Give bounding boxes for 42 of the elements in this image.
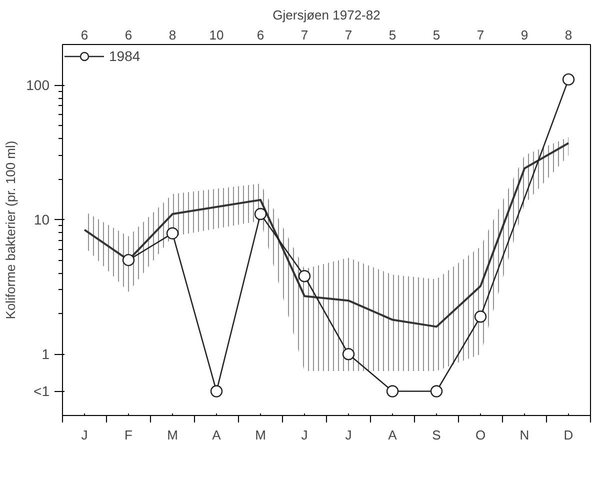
text: 6 [80, 28, 88, 42]
text: 9 [520, 28, 528, 42]
x-tick-label: D [564, 428, 574, 442]
x-tick-label: M [255, 428, 266, 442]
chart-title: Gjersjøen 1972-82 [272, 8, 380, 22]
legend-label: 1984 [109, 48, 140, 64]
text: 5 [388, 28, 396, 42]
x-tick-label: A [212, 428, 222, 442]
x-tick-label: M [167, 428, 178, 442]
text: 8 [168, 28, 176, 42]
x-tick-label: J [81, 428, 88, 442]
text: 6 [256, 28, 264, 42]
x-tick-label: F [124, 428, 133, 442]
x-tick-label: S [432, 428, 442, 442]
text: 7 [344, 28, 352, 42]
x-tick-label: J [345, 428, 352, 442]
point [386, 385, 399, 398]
point [210, 385, 223, 398]
point [298, 270, 311, 282]
text: 6 [124, 28, 132, 42]
x-tick-label: J [301, 428, 308, 442]
line-series [84, 142, 570, 328]
text: 10 [209, 28, 224, 42]
point [122, 254, 135, 266]
point [342, 348, 355, 360]
point [254, 208, 267, 220]
point [474, 310, 487, 323]
y-tick-label: 1 [42, 346, 50, 362]
y-tick-label: 10 [34, 212, 50, 228]
point [430, 385, 443, 398]
y-tick-label: 100 [26, 77, 50, 94]
x-tick-label: A [388, 428, 398, 442]
text: 8 [564, 28, 572, 42]
point [562, 73, 575, 86]
x-tick-label: O [475, 428, 486, 442]
x-tick-label: N [520, 428, 530, 442]
text: 5 [432, 28, 440, 42]
y-tick-label: <1 [34, 383, 50, 400]
point [166, 227, 179, 240]
text: 7 [300, 28, 308, 42]
text: 7 [476, 28, 484, 42]
y-axis-title: Koliforme bakterier (pr. 100 ml) [3, 140, 18, 320]
